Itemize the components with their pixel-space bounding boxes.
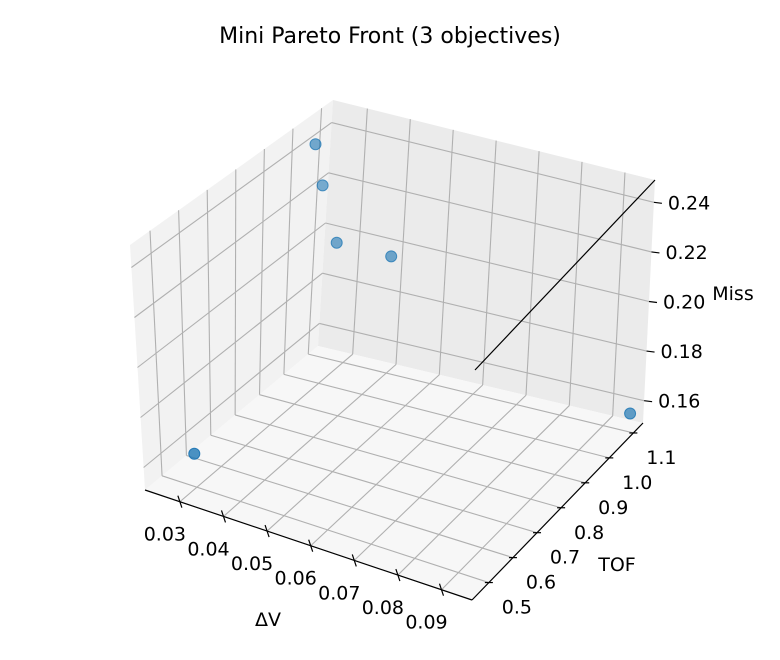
y-axis-line (471, 422, 644, 601)
grid-line-z-back (328, 172, 652, 253)
z-tick-label: 0.20 (663, 292, 705, 314)
x-tick-label: 0.08 (362, 597, 404, 619)
z-tick-mark (651, 251, 660, 254)
z-tick-label: 0.24 (668, 192, 710, 214)
data-point (316, 179, 329, 192)
data-point (330, 236, 343, 249)
x-tick-mark (438, 583, 445, 596)
grid-line-x-floor (266, 374, 440, 532)
pane-floor (145, 346, 643, 600)
z-tick-mark (653, 201, 662, 204)
grid-line-y-floor (235, 414, 562, 509)
grid-line-y-floor (210, 434, 538, 534)
grid-line-x-floor (179, 353, 354, 503)
grid-line-x-floor (441, 415, 614, 591)
grid-line-y-floor (186, 454, 514, 559)
x-tick-mark (351, 554, 357, 567)
grid-line-x-floor (310, 384, 484, 547)
z-tick-label: 0.22 (665, 242, 707, 264)
y-tick-label: 0.9 (598, 497, 628, 519)
grid-line-x-floor (223, 364, 397, 517)
y-tick-label: 0.5 (502, 597, 532, 619)
grid-line-x-floor (397, 405, 570, 576)
axes: 0.030.040.050.060.070.080.09 0.5 0.6 0.7 0.8… (144, 179, 710, 634)
axis-panes (130, 100, 655, 600)
x-tick-label: 0.03 (144, 524, 186, 546)
z-tick-mark (648, 300, 658, 304)
chart-title: Mini Pareto Front (3 objectives) (219, 24, 561, 49)
y-tick-label: 0.6 (526, 572, 556, 594)
x-tick-label: 0.07 (318, 582, 360, 604)
z-tick-mark (644, 400, 653, 403)
y-axis-label: TOF (597, 554, 636, 576)
y-tick-label: 0.7 (550, 547, 580, 569)
data-point (188, 447, 201, 460)
grid-line-z-left (134, 172, 329, 318)
x-tick-mark (220, 510, 227, 523)
z-tick-mark (646, 350, 655, 353)
x-tick-mark (308, 539, 314, 552)
z-axis-line (474, 179, 656, 371)
x-tick-label: 0.04 (187, 538, 229, 560)
y-tick-label: 0.8 (574, 522, 604, 544)
pane-back (318, 100, 655, 423)
grid-line-y-floor (161, 475, 490, 584)
grid-line-y-floor (308, 353, 634, 434)
grid-line-z-left (137, 222, 326, 368)
x-tick-label: 0.09 (405, 612, 447, 634)
x-tick-label: 0.06 (275, 568, 317, 590)
x-tick-mark (395, 568, 401, 582)
z-tick-label: 0.16 (658, 391, 700, 413)
z-tick-label: 0.18 (661, 341, 703, 363)
x-tick-label: 0.05 (231, 553, 273, 575)
y-tick-label: 1.1 (646, 447, 676, 469)
y-tick-label: 1.0 (622, 472, 652, 494)
data-point (624, 407, 637, 420)
data-point (309, 138, 322, 151)
grid-line-z-back (322, 272, 647, 352)
grid-line-z-left (143, 322, 320, 468)
x-tick-mark (264, 524, 270, 538)
x-axis-label: ΔV (255, 609, 281, 631)
grid-line-x-floor (353, 394, 527, 561)
data-point (385, 250, 398, 263)
x-axis-line (144, 489, 473, 601)
data-points (188, 138, 637, 460)
grid-lines (131, 108, 655, 591)
x-tick-mark (177, 495, 183, 508)
grid-line-y-floor (283, 373, 610, 459)
z-axis-label: Miss (712, 283, 753, 305)
grid-line-y-floor (259, 394, 586, 484)
grid-line-z-back (325, 222, 650, 303)
grid-line-z-left (131, 122, 332, 268)
grid-line-z-left (140, 272, 323, 418)
grid-line-z-back (331, 122, 655, 203)
